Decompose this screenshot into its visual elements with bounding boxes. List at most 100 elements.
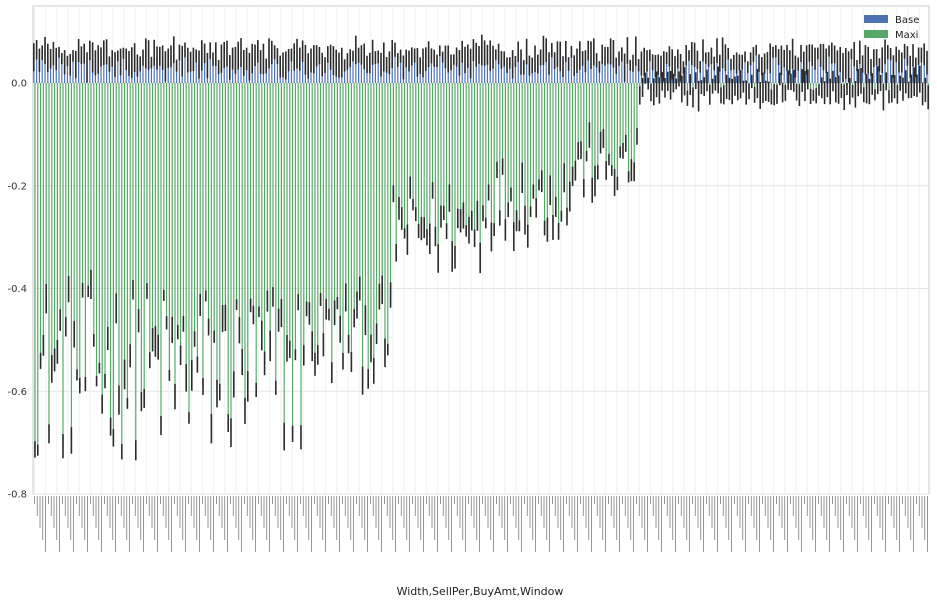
bar-maxi (261, 83, 263, 336)
bar-maxi (426, 83, 428, 238)
bar-base (349, 58, 351, 84)
bar-base (355, 49, 357, 84)
bar-maxi (538, 83, 540, 185)
bar-base (629, 65, 631, 84)
bar-base (360, 54, 362, 84)
bar-base (195, 55, 197, 84)
bar-maxi (409, 83, 411, 188)
bar-base (708, 59, 710, 84)
bar-base (117, 55, 119, 84)
bar-maxi (219, 83, 221, 393)
bar-base (442, 56, 444, 84)
bar-base (542, 50, 544, 84)
y-tick-label: -0.8 (7, 490, 27, 501)
bar-maxi (311, 83, 313, 347)
bar-base (750, 58, 752, 84)
bar-base (461, 51, 463, 84)
bar-base (72, 55, 74, 84)
bar-maxi (140, 83, 142, 402)
bar-maxi (524, 83, 526, 221)
bar-base (344, 65, 346, 84)
bar-maxi (121, 83, 123, 452)
bar-base (741, 62, 743, 84)
bar-maxi (96, 83, 98, 382)
bar-base (495, 54, 497, 84)
x-axis-label: Width,SellPer,BuyAmt,Window (397, 585, 564, 598)
bar-maxi (93, 83, 95, 341)
legend-label-base: Base (895, 15, 919, 26)
bar-maxi (583, 83, 585, 189)
bar-maxi (185, 83, 187, 378)
bar-maxi (566, 83, 568, 217)
bar-maxi (580, 83, 582, 151)
bar-base (170, 56, 172, 84)
bar-base (797, 64, 799, 84)
bar-base (710, 55, 712, 84)
bar-base (775, 51, 777, 84)
bar-base (428, 54, 430, 84)
bar-maxi (160, 83, 162, 426)
bar-maxi (412, 83, 414, 205)
bar-maxi (182, 83, 184, 324)
bar-base (232, 58, 234, 84)
bar-maxi (415, 83, 417, 215)
bar-maxi (630, 83, 632, 171)
bar-maxi (812, 83, 814, 96)
bar-base (184, 49, 186, 84)
bar-base (400, 56, 402, 84)
bar-maxi (468, 83, 470, 231)
bar-maxi (227, 83, 229, 424)
bar-maxi (395, 83, 397, 253)
bar-maxi (241, 83, 243, 363)
bar-base (604, 56, 606, 84)
bar-base (78, 50, 80, 84)
bar-base (626, 50, 628, 84)
bar-maxi (138, 83, 140, 321)
bar-maxi (616, 83, 618, 184)
bar-maxi (255, 83, 257, 390)
bar-base (397, 60, 399, 84)
bar-maxi (317, 83, 319, 355)
bar-base (912, 55, 914, 84)
bar-maxi (465, 83, 467, 231)
bar-base (125, 59, 127, 84)
bar-base (408, 61, 410, 84)
bar-base (618, 58, 620, 84)
bar-maxi (423, 83, 425, 228)
bar-maxi (166, 83, 168, 323)
bar-base (772, 52, 774, 84)
bar-maxi (429, 83, 431, 239)
bar-maxi (384, 83, 386, 353)
bar-base (856, 65, 858, 84)
bar-base (209, 50, 211, 84)
bar-base (738, 62, 740, 84)
bar-maxi (174, 83, 176, 397)
bar-base (100, 56, 102, 84)
bar-base (240, 52, 242, 84)
bar-base (646, 60, 648, 84)
bar-maxi (154, 83, 156, 342)
bar-maxi (574, 83, 576, 171)
bar-maxi (390, 83, 392, 296)
bar-maxi (608, 83, 610, 160)
bar-maxi (126, 83, 128, 404)
bar-base (394, 49, 396, 84)
bar-maxi (306, 83, 308, 309)
errorbars (33, 34, 929, 461)
bar-base (89, 50, 91, 84)
bar-base (652, 62, 654, 84)
bar-maxi (68, 83, 70, 290)
y-tick-label: -0.6 (7, 387, 27, 398)
bar-maxi (605, 83, 607, 171)
bar-maxi (264, 83, 266, 364)
bar-base (808, 52, 810, 84)
bar-base (411, 56, 413, 84)
bar-maxi (586, 83, 588, 157)
bar-base (386, 64, 388, 84)
bar-base (167, 58, 169, 84)
bar-base (920, 54, 922, 84)
bar-maxi (118, 83, 120, 401)
bar-maxi (558, 83, 560, 232)
bar-maxi (104, 83, 106, 382)
